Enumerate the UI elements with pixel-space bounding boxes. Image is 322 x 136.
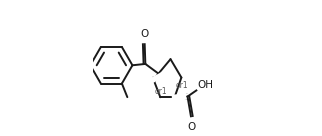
Text: OH: OH [197, 80, 213, 90]
Polygon shape [152, 75, 161, 82]
Text: or1: or1 [175, 81, 188, 90]
Text: O: O [141, 29, 149, 39]
Polygon shape [175, 94, 188, 100]
Text: O: O [187, 122, 196, 132]
Text: or1: or1 [154, 87, 167, 96]
